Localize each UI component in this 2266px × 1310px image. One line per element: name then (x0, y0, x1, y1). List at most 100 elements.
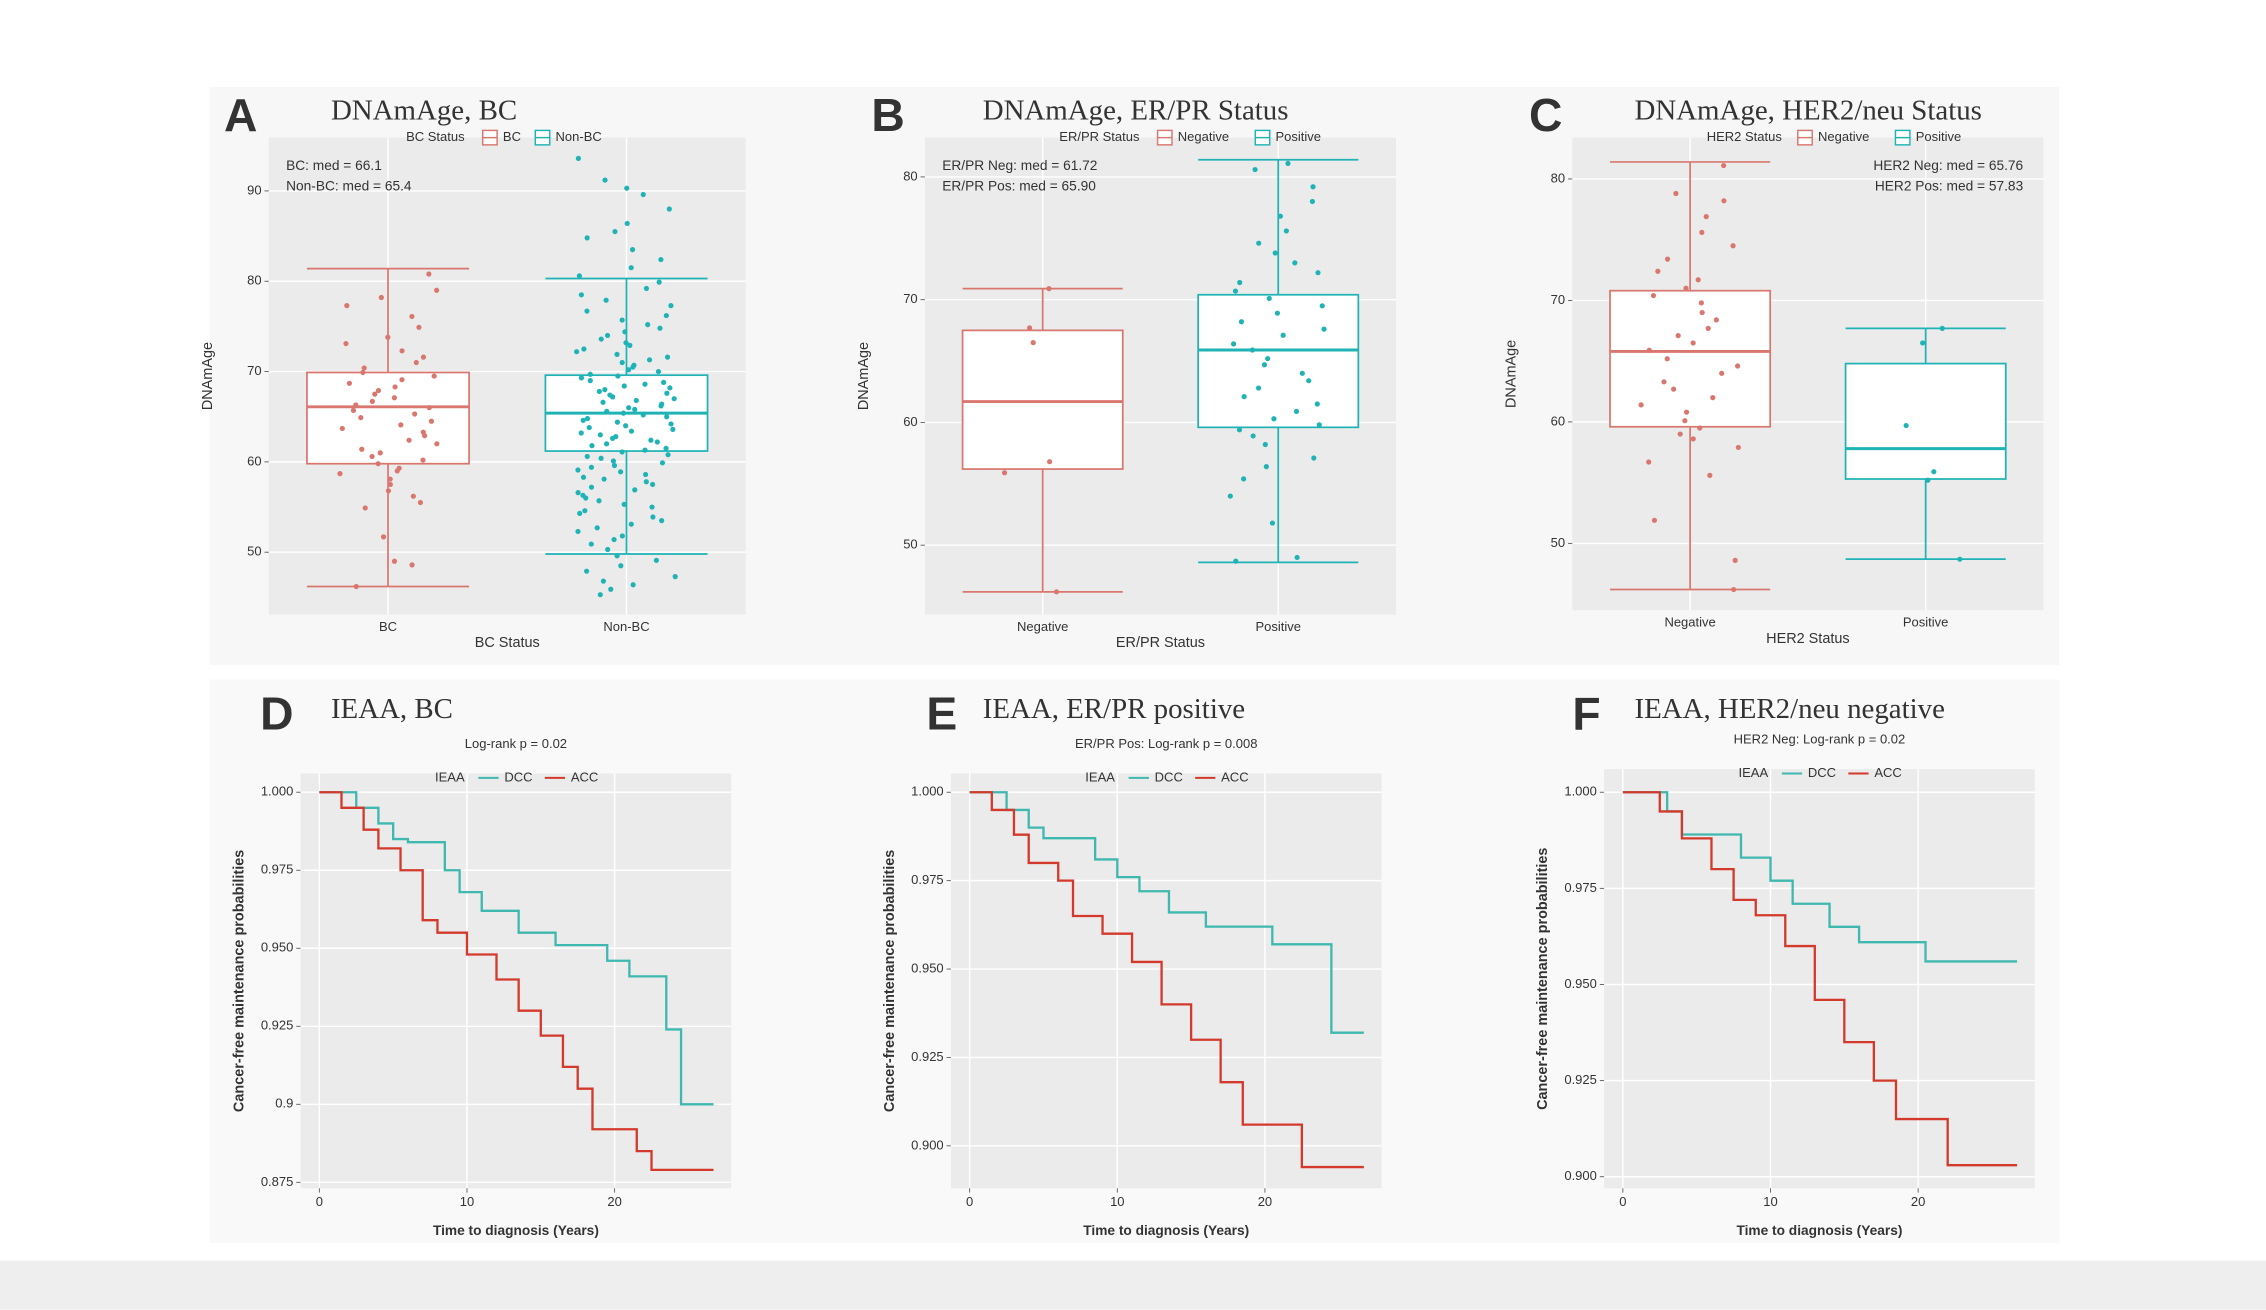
panel-label: A (224, 89, 257, 141)
point (1664, 356, 1670, 362)
survival-curve (319, 791, 714, 1106)
point (385, 334, 391, 340)
point (1673, 190, 1679, 197)
point (1232, 288, 1239, 294)
point (632, 487, 638, 493)
point (392, 384, 398, 390)
point (608, 586, 614, 592)
point (664, 390, 670, 396)
point (575, 528, 581, 535)
point (1319, 303, 1325, 309)
point (664, 414, 670, 420)
point (600, 578, 607, 584)
point (656, 279, 662, 285)
point (399, 377, 405, 383)
point (1306, 378, 1312, 384)
point (426, 405, 432, 411)
legend-label: Negative (1818, 129, 1869, 144)
point (619, 533, 625, 539)
point (1699, 309, 1705, 316)
legend-title: IEAA (1739, 765, 1769, 780)
point (1274, 310, 1281, 316)
point (1249, 347, 1255, 353)
point (633, 397, 639, 404)
point (574, 349, 580, 355)
x-axis-label: BC Status (475, 635, 540, 651)
point (584, 568, 590, 574)
y-axis-label: Cancer-free maintenance probabilities (1535, 848, 1551, 1110)
y-axis-label: DNAmAge (1503, 340, 1519, 408)
panel-title: IEAA, ER/PR positive (983, 693, 1245, 725)
point (412, 411, 418, 417)
point (666, 206, 672, 212)
point (420, 429, 426, 435)
legend-title: BC Status (406, 129, 465, 144)
point (1294, 554, 1300, 561)
point (1682, 418, 1688, 424)
point (426, 271, 432, 277)
legend-title: IEAA (435, 769, 465, 784)
box (306, 371, 470, 465)
point (343, 340, 349, 347)
point (428, 418, 435, 424)
point (1713, 317, 1719, 323)
point (362, 505, 368, 511)
point (396, 465, 402, 471)
point (1283, 228, 1289, 234)
point (339, 425, 345, 432)
point (629, 247, 636, 253)
point (1721, 198, 1727, 204)
point (578, 430, 584, 436)
point (659, 517, 665, 524)
point (619, 317, 625, 323)
point (1703, 213, 1709, 220)
point (1699, 229, 1705, 235)
y-tick-label: 60 (903, 414, 917, 429)
point (584, 415, 591, 422)
point (1690, 340, 1696, 346)
point (350, 407, 357, 414)
x-tick-label: Negative (1664, 615, 1715, 630)
point (353, 583, 359, 590)
point (413, 359, 419, 366)
annotation: ER/PR Pos: med = 65.90 (942, 178, 1096, 193)
point (670, 426, 676, 432)
y-tick-label: 0.925 (261, 1018, 294, 1033)
x-tick-label: 10 (460, 1194, 474, 1209)
point (578, 292, 584, 298)
point (1252, 166, 1258, 173)
point (375, 387, 382, 394)
point (1241, 394, 1247, 400)
x-tick-label: Negative (1017, 619, 1068, 634)
point (1698, 300, 1704, 306)
panel: B DNAmAge, ER/PR Status 50 60 70 80 DNAmAge Neg… (856, 89, 1397, 651)
point (659, 401, 665, 407)
point (610, 458, 617, 464)
point (653, 557, 659, 563)
point (646, 357, 653, 363)
annotation: ER/PR Neg: med = 61.72 (942, 158, 1097, 173)
point (361, 365, 367, 371)
point (1920, 340, 1926, 346)
panel: E IEAA, ER/PR positive 0.900 0.925 0.950 0.97… (882, 687, 1382, 1238)
point (420, 457, 426, 463)
point (346, 380, 353, 386)
point (1697, 425, 1703, 431)
point (575, 155, 582, 162)
point (655, 368, 662, 375)
point (642, 447, 648, 453)
y-tick-label: 70 (247, 363, 261, 378)
point (589, 443, 595, 449)
point (431, 373, 437, 379)
point (1255, 385, 1262, 391)
point (575, 467, 581, 473)
point (618, 563, 624, 569)
point (632, 406, 638, 413)
point (1650, 292, 1657, 299)
point (385, 488, 392, 494)
point (613, 434, 619, 440)
point (645, 322, 651, 328)
point (601, 476, 607, 482)
x-tick-label: BC (379, 619, 397, 634)
y-tick-label: 80 (247, 273, 261, 288)
